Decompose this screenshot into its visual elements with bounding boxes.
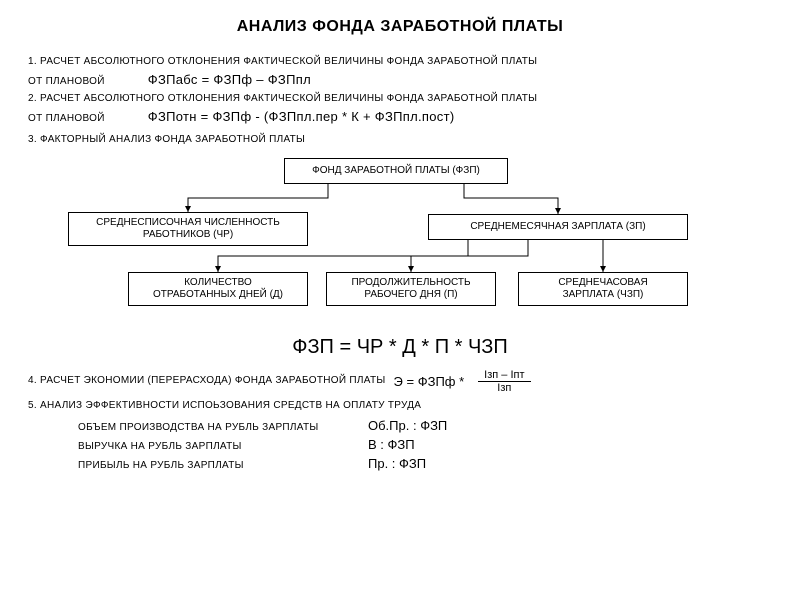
metric-label: ОБЪЕМ ПРОИЗВОДСТВА НА РУБЛЬ ЗАРПЛАТЫ [78,422,368,433]
formula-2: ФЗПотн = ФЗПф - (ФЗПпл.пер * К + ФЗПпл.п… [148,109,455,124]
item4-line: 4. РАСЧЕТ ЭКОНОМИИ (ПЕРЕРАСХОДА) ФОНДА З… [28,369,772,394]
node-chr: СРЕДНЕСПИСОЧНАЯ ЧИСЛЕННОСТЬ РАБОТНИКОВ (… [68,212,308,246]
factor-tree-diagram: ФОНД ЗАРАБОТНОЙ ПЛАТЫ (ФЗП) СРЕДНЕСПИСОЧ… [28,152,772,332]
fraction: Iзп – Iпт Iзп [478,369,530,394]
item3-line: 3. ФАКТОРНЫЙ АНАЛИЗ ФОНДА ЗАРАБОТНОЙ ПЛА… [28,132,772,148]
fraction-numerator: Iзп – Iпт [478,369,530,382]
metric-value: Об.Пр. : ФЗП [368,418,447,433]
metric-row: ОБЪЕМ ПРОИЗВОДСТВА НА РУБЛЬ ЗАРПЛАТЫ Об.… [78,418,772,433]
page-title: АНАЛИЗ ФОНДА ЗАРАБОТНОЙ ПЛАТЫ [28,18,772,36]
item5-line: 5. АНАЛИЗ ЭФФЕКТИВНОСТИ ИСПОЬЗОВАНИЯ СРЕ… [28,398,772,414]
item1-b-text: ОТ ПЛАНОВОЙ [28,76,105,87]
formula-1: ФЗПабс = ФЗПф – ФЗПпл [148,72,311,87]
node-zp: СРЕДНЕМЕСЯЧНАЯ ЗАРПЛАТА (ЗП) [428,214,688,240]
item2-line1: 2. РАСЧЕТ АБСОЛЮТНОГО ОТКЛОНЕНИЯ ФАКТИЧЕ… [28,91,772,107]
metric-label: ВЫРУЧКА НА РУБЛЬ ЗАРПЛАТЫ [78,441,368,452]
metric-value: Пр. : ФЗП [368,456,426,471]
metric-row: ПРИБЫЛЬ НА РУБЛЬ ЗАРПЛАТЫ Пр. : ФЗП [78,456,772,471]
node-fzp: ФОНД ЗАРАБОТНОЙ ПЛАТЫ (ФЗП) [284,158,508,184]
item4-text: 4. РАСЧЕТ ЭКОНОМИИ (ПЕРЕРАСХОДА) ФОНДА З… [28,373,386,389]
metric-label: ПРИБЫЛЬ НА РУБЛЬ ЗАРПЛАТЫ [78,460,368,471]
item1-line1: 1. РАСЧЕТ АБСОЛЮТНОГО ОТКЛОНЕНИЯ ФАКТИЧЕ… [28,54,772,70]
efficiency-metrics: ОБЪЕМ ПРОИЗВОДСТВА НА РУБЛЬ ЗАРПЛАТЫ Об.… [78,418,772,471]
item1-line2: ОТ ПЛАНОВОЙ ФЗПабс = ФЗПф – ФЗПпл [28,70,772,91]
item2-line2: ОТ ПЛАНОВОЙ ФЗПотн = ФЗПф - (ФЗПпл.пер *… [28,107,772,128]
fraction-denominator: Iзп [491,382,517,394]
node-chzp: СРЕДНЕЧАСОВАЯ ЗАРПЛАТА (ЧЗП) [518,272,688,306]
formula-4-left: Э = ФЗПф * [394,374,465,389]
main-formula: ФЗП = ЧР * Д * П * ЧЗП [28,336,772,359]
metric-value: В : ФЗП [368,437,415,452]
node-p: ПРОДОЛЖИТЕЛЬНОСТЬ РАБОЧЕГО ДНЯ (П) [326,272,496,306]
item2-b-text: ОТ ПЛАНОВОЙ [28,113,105,124]
metric-row: ВЫРУЧКА НА РУБЛЬ ЗАРПЛАТЫ В : ФЗП [78,437,772,452]
node-d: КОЛИЧЕСТВО ОТРАБОТАННЫХ ДНЕЙ (Д) [128,272,308,306]
